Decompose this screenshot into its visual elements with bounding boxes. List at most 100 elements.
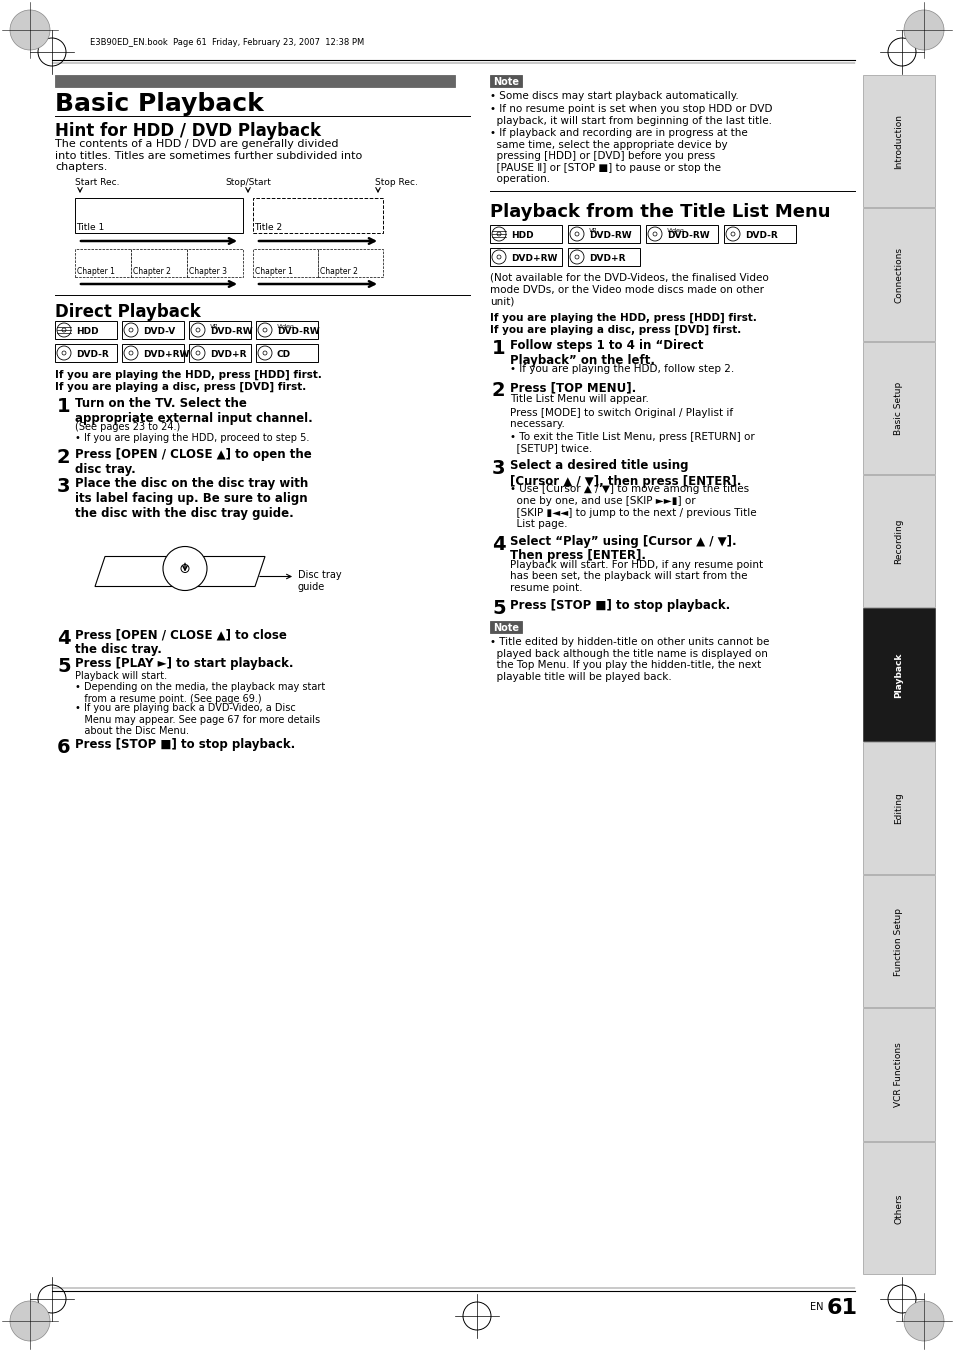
Bar (122, 345, 184, 362)
Circle shape (903, 9, 943, 50)
Circle shape (725, 227, 740, 240)
Text: 1: 1 (492, 339, 505, 358)
Bar (567, 226, 639, 243)
Text: 4: 4 (57, 628, 71, 647)
Text: Stop Rec.: Stop Rec. (375, 178, 417, 186)
Text: Follow steps 1 to 4 in “Direct
Playback” on the left.: Follow steps 1 to 4 in “Direct Playback”… (510, 339, 702, 367)
Circle shape (263, 328, 267, 332)
Text: Video: Video (666, 228, 684, 232)
Circle shape (569, 227, 583, 240)
Circle shape (263, 351, 267, 355)
Bar (723, 226, 795, 243)
Text: HDD: HDD (76, 327, 98, 336)
Text: Playback from the Title List Menu: Playback from the Title List Menu (490, 203, 830, 222)
Text: Disc tray
guide: Disc tray guide (297, 570, 341, 592)
Circle shape (492, 227, 505, 240)
Circle shape (575, 255, 578, 259)
Text: DVD+R: DVD+R (588, 254, 625, 263)
Text: 4: 4 (492, 535, 505, 554)
Circle shape (10, 1301, 50, 1342)
Circle shape (191, 346, 205, 359)
Bar (862, 1142, 934, 1274)
Text: • If you are playing back a DVD-Video, a Disc
   Menu may appear. See page 67 fo: • If you are playing back a DVD-Video, a… (75, 703, 320, 736)
Text: Playback: Playback (894, 653, 902, 697)
Circle shape (62, 351, 66, 355)
Text: Chapter 2: Chapter 2 (132, 267, 171, 276)
Text: Title 1: Title 1 (76, 223, 104, 232)
Text: HDD: HDD (511, 231, 533, 240)
Text: Others: Others (894, 1193, 902, 1224)
Bar (55, 322, 117, 339)
Text: Direct Playback: Direct Playback (55, 303, 200, 322)
Text: DVD+RW: DVD+RW (143, 350, 190, 359)
Text: 6: 6 (57, 738, 71, 757)
Text: Place the disc on the disc tray with
its label facing up. Be sure to align
the d: Place the disc on the disc tray with its… (75, 477, 308, 520)
Text: Select “Play” using [Cursor ▲ / ▼].
Then press [ENTER].: Select “Play” using [Cursor ▲ / ▼]. Then… (510, 535, 736, 562)
Text: Press [OPEN / CLOSE ▲] to open the
disc tray.: Press [OPEN / CLOSE ▲] to open the disc … (75, 449, 312, 476)
Circle shape (492, 250, 505, 263)
Text: • If no resume point is set when you stop HDD or DVD
  playback, it will start f: • If no resume point is set when you sto… (490, 104, 772, 126)
Circle shape (129, 351, 132, 355)
Text: Video: Video (276, 324, 294, 330)
Bar (75, 249, 131, 277)
Text: 3: 3 (57, 477, 71, 496)
Text: Start Rec.: Start Rec. (75, 178, 119, 186)
Text: Connections: Connections (894, 247, 902, 303)
Text: Title List Menu will appear.: Title List Menu will appear. (510, 394, 648, 404)
Text: Recording: Recording (894, 519, 902, 565)
Circle shape (62, 328, 66, 332)
Text: • Use [Cursor ▲ / ▼] to move among the titles
  one by one, and use [SKIP ►►▮] o: • Use [Cursor ▲ / ▼] to move among the t… (510, 485, 756, 530)
Circle shape (57, 323, 71, 336)
Text: Turn on the TV. Select the
appropriate external input channel.: Turn on the TV. Select the appropriate e… (75, 397, 313, 426)
Text: Playback will start. For HDD, if any resume point
has been set, the playback wil: Playback will start. For HDD, if any res… (510, 559, 762, 593)
Bar (187, 249, 243, 277)
Bar (490, 249, 561, 266)
Circle shape (124, 323, 138, 336)
Circle shape (730, 232, 734, 236)
Text: Press [STOP ■] to stop playback.: Press [STOP ■] to stop playback. (75, 738, 294, 751)
Bar (862, 76, 934, 207)
Bar (55, 76, 455, 86)
Bar (490, 76, 521, 86)
Text: Editing: Editing (894, 793, 902, 824)
Bar (75, 199, 243, 232)
Text: Introduction: Introduction (894, 115, 902, 169)
Text: 2: 2 (492, 381, 505, 400)
Circle shape (652, 232, 657, 236)
Bar (317, 249, 382, 277)
Bar (131, 249, 187, 277)
Bar (862, 875, 934, 1008)
Text: Title 2: Title 2 (253, 223, 282, 232)
Text: If you are playing the HDD, press [HDD] first.
If you are playing a disc, press : If you are playing the HDD, press [HDD] … (490, 313, 756, 335)
Text: 2: 2 (57, 449, 71, 467)
Circle shape (195, 351, 200, 355)
Text: • Some discs may start playback automatically.: • Some discs may start playback automati… (490, 91, 738, 101)
Bar (862, 608, 934, 740)
Circle shape (195, 328, 200, 332)
Text: VR: VR (588, 228, 597, 232)
Text: Press [PLAY ►] to start playback.: Press [PLAY ►] to start playback. (75, 658, 294, 670)
Circle shape (129, 328, 132, 332)
Text: 5: 5 (492, 598, 505, 617)
Bar (490, 226, 561, 243)
Bar (255, 322, 317, 339)
Text: CD: CD (276, 350, 291, 359)
Text: • If you are playing the HDD, follow step 2.: • If you are playing the HDD, follow ste… (510, 363, 734, 374)
Text: DVD+R: DVD+R (210, 350, 246, 359)
Text: Note: Note (493, 623, 518, 634)
Bar (55, 345, 117, 362)
Text: DVD-RW: DVD-RW (276, 327, 319, 336)
Text: DVD-RW: DVD-RW (588, 231, 631, 240)
Text: • If playback and recording are in progress at the
  same time, select the appro: • If playback and recording are in progr… (490, 128, 747, 184)
Text: Function Setup: Function Setup (894, 908, 902, 975)
Text: Chapter 1: Chapter 1 (77, 267, 114, 276)
Text: DVD-V: DVD-V (143, 327, 175, 336)
Text: Basic Playback: Basic Playback (55, 92, 263, 116)
Circle shape (10, 9, 50, 50)
Bar (122, 322, 184, 339)
Text: Basic Setup: Basic Setup (894, 382, 902, 435)
Text: DVD-R: DVD-R (76, 350, 109, 359)
Bar (253, 249, 317, 277)
Bar (189, 322, 251, 339)
Text: Press [STOP ■] to stop playback.: Press [STOP ■] to stop playback. (510, 598, 729, 612)
